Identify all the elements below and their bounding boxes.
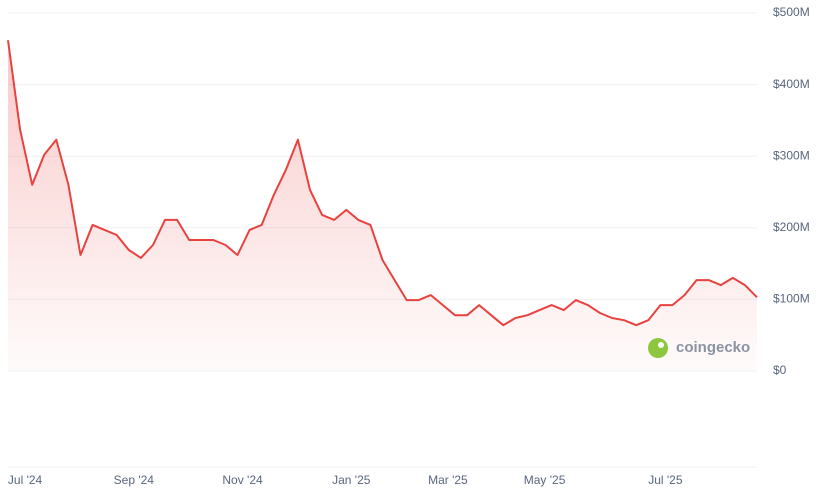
- x-tick-label: Jan '25: [332, 473, 371, 487]
- y-tick-label: $400M: [773, 77, 810, 91]
- x-tick-label: May '25: [524, 473, 566, 487]
- price-line: [7, 40, 758, 327]
- logo: [648, 338, 668, 358]
- logo-eye: [658, 342, 664, 348]
- y-tick-label: $200M: [773, 220, 810, 234]
- x-tick-label: Mar '25: [428, 473, 468, 487]
- watermark: coingecko: [648, 338, 750, 358]
- y-tick-label: $0: [773, 363, 787, 377]
- x-tick-label: Jul '24: [8, 473, 43, 487]
- x-tick-label: Sep '24: [114, 473, 155, 487]
- x-tick-label: Nov '24: [222, 473, 263, 487]
- y-tick-label: $500M: [773, 5, 810, 19]
- area: [8, 40, 757, 371]
- x-tick-label: Jul '25: [648, 473, 683, 487]
- watermark-text: coingecko: [676, 339, 750, 356]
- y-tick-label: $100M: [773, 292, 810, 306]
- y-tick-label: $300M: [773, 148, 810, 162]
